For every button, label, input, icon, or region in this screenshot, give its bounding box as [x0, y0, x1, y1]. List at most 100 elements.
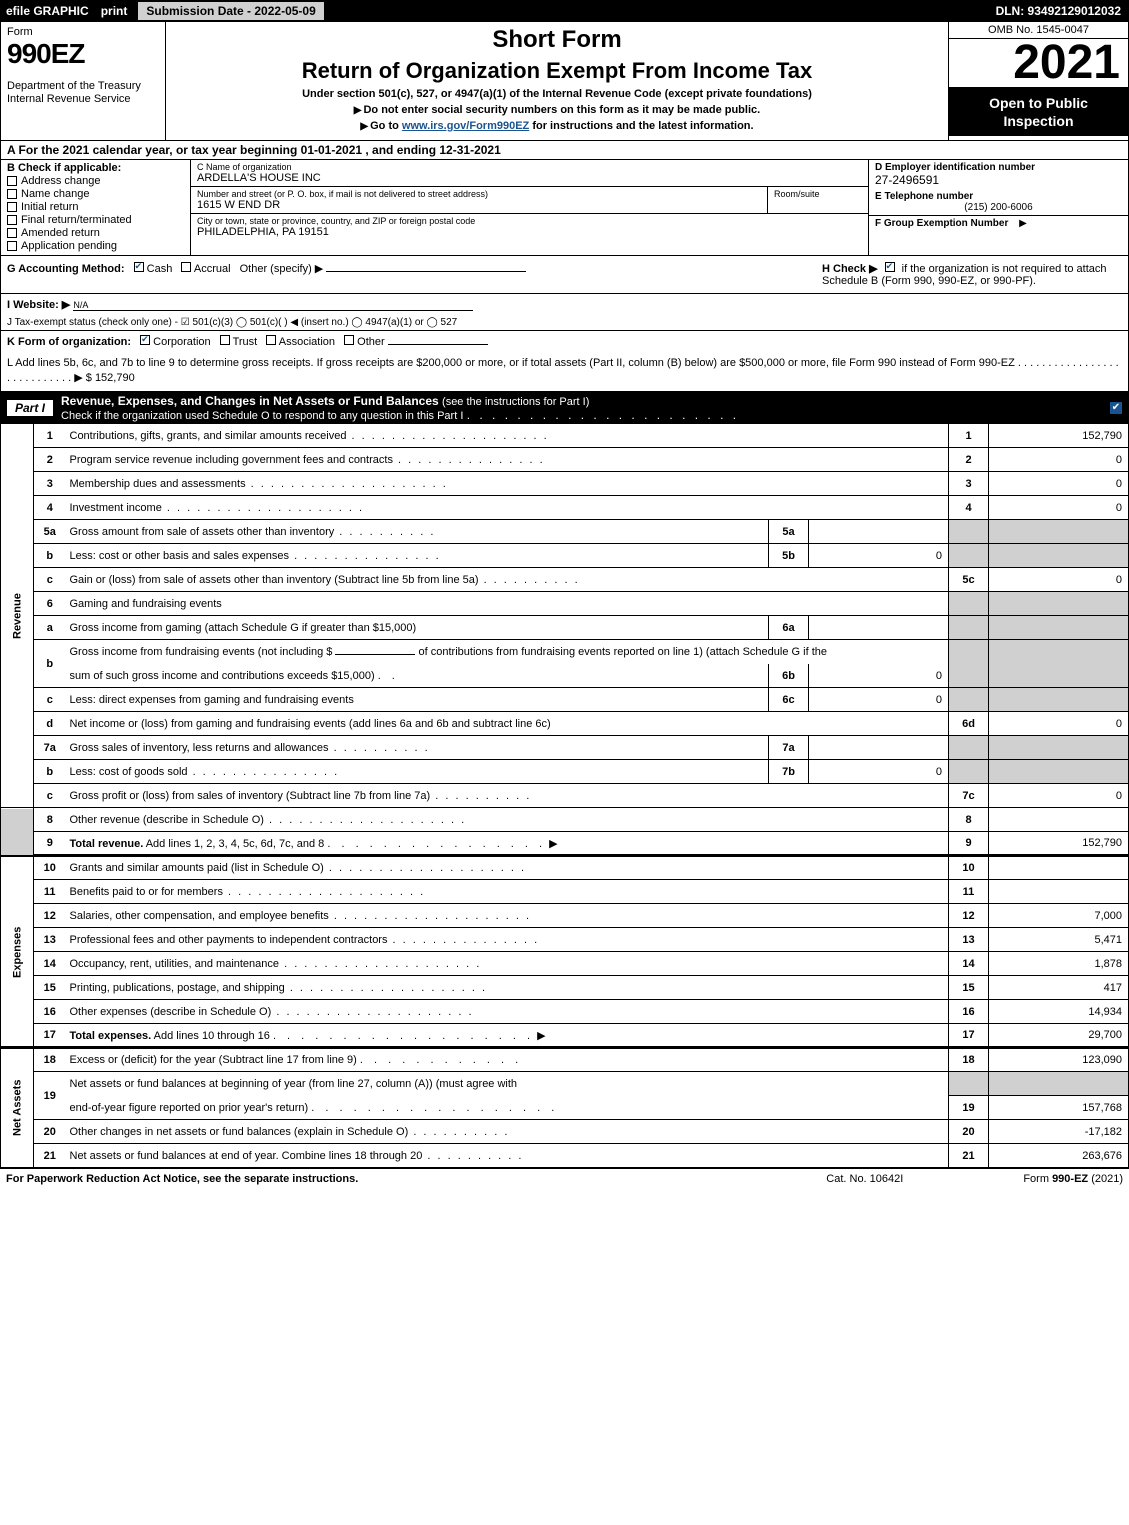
short-form-title: Short Form: [172, 26, 942, 54]
revenue-side-label: Revenue: [1, 424, 34, 808]
other-org-checkbox[interactable]: [344, 335, 354, 345]
schedule-o-checkbox[interactable]: [1110, 402, 1122, 414]
line-5b-grey: [949, 544, 989, 568]
city-value: PHILADELPHIA, PA 19151: [197, 226, 862, 238]
line-18-desc: Excess or (deficit) for the year (Subtra…: [70, 1054, 357, 1066]
line-14-rn: 14: [949, 952, 989, 976]
print-button[interactable]: print: [95, 4, 134, 18]
line-3-rn: 3: [949, 472, 989, 496]
line-6b-sv: 0: [809, 664, 949, 688]
line-5b-desc: Less: cost or other basis and sales expe…: [70, 550, 441, 562]
form-number: 990EZ: [7, 38, 159, 70]
line-6b-num: b: [34, 640, 66, 688]
part-1-note: (see the instructions for Part I): [442, 396, 589, 408]
line-3-desc: Membership dues and assessments: [70, 478, 448, 490]
cash-checkbox[interactable]: [134, 262, 144, 272]
line-2-rn: 2: [949, 448, 989, 472]
other-specify-label: Other (specify): [240, 263, 312, 275]
line-21-rn: 21: [949, 1144, 989, 1168]
line-13-desc: Professional fees and other payments to …: [70, 934, 540, 946]
line-5a-grey2: [989, 520, 1129, 544]
col-c-org-info: C Name of organization ARDELLA'S HOUSE I…: [191, 160, 868, 255]
line-7a-sn: 7a: [769, 736, 809, 760]
line-7b-sn: 7b: [769, 760, 809, 784]
h-checkbox[interactable]: [885, 262, 895, 272]
top-bar: efile GRAPHIC print Submission Date - 20…: [0, 0, 1129, 22]
line-11-rn: 11: [949, 880, 989, 904]
line-16-num: 16: [34, 1000, 66, 1024]
tel-value: (215) 200-6006: [875, 202, 1122, 213]
ein-value: 27-2496591: [875, 173, 1122, 187]
line-6b-grey2: [989, 640, 1129, 688]
return-title: Return of Organization Exempt From Incom…: [172, 58, 942, 84]
ein-label: D Employer identification number: [875, 162, 1122, 173]
other-specify-field[interactable]: [326, 271, 526, 272]
association-label: Association: [279, 336, 335, 348]
line-6b-d2b: sum of such gross income and contributio…: [70, 670, 375, 682]
group-exemption-label: F Group Exemption Number: [875, 218, 1008, 229]
corporation-checkbox[interactable]: [140, 335, 150, 345]
name-change-label: Name change: [21, 188, 90, 200]
line-8-num: 8: [34, 808, 66, 832]
goto-note: Go to www.irs.gov/Form990EZ for instruct…: [172, 120, 942, 132]
line-18-num: 18: [34, 1048, 66, 1072]
trust-checkbox[interactable]: [220, 335, 230, 345]
line-1-num: 1: [34, 424, 66, 448]
no-ssn-text: Do not enter social security numbers on …: [363, 104, 760, 116]
line-16-desc: Other expenses (describe in Schedule O): [70, 1006, 474, 1018]
line-6a-desc: Gross income from gaming (attach Schedul…: [66, 616, 769, 640]
line-10-desc: Grants and similar amounts paid (list in…: [70, 862, 527, 874]
row-l-text: L Add lines 5b, 6c, and 7b to line 9 to …: [7, 357, 1119, 384]
irs-link[interactable]: www.irs.gov/Form990EZ: [402, 120, 529, 132]
final-return-checkbox[interactable]: [7, 215, 17, 225]
association-checkbox[interactable]: [266, 335, 276, 345]
line-4-num: 4: [34, 496, 66, 520]
form-org-label: K Form of organization:: [7, 336, 131, 348]
line-6c-grey2: [989, 688, 1129, 712]
header-center: Short Form Return of Organization Exempt…: [166, 22, 948, 140]
other-org-field[interactable]: [388, 344, 488, 345]
page-footer: For Paperwork Reduction Act Notice, see …: [0, 1169, 1129, 1189]
row-l-gross-receipts: L Add lines 5b, 6c, and 7b to line 9 to …: [0, 352, 1129, 392]
trust-label: Trust: [233, 336, 258, 348]
dln-number: DLN: 93492129012032: [988, 4, 1129, 18]
accounting-method-label: G Accounting Method:: [7, 263, 125, 275]
line-9-num: 9: [34, 832, 66, 856]
accrual-checkbox[interactable]: [181, 262, 191, 272]
line-6b-d2a: of contributions from fundraising events…: [419, 646, 827, 658]
city-label: City or town, state or province, country…: [197, 216, 862, 226]
initial-return-label: Initial return: [21, 201, 78, 213]
line-21-num: 21: [34, 1144, 66, 1168]
line-20-desc: Other changes in net assets or fund bala…: [70, 1126, 510, 1138]
org-name-label: C Name of organization: [197, 162, 862, 172]
initial-return-checkbox[interactable]: [7, 202, 17, 212]
line-10-amt: [989, 856, 1129, 880]
line-3-num: 3: [34, 472, 66, 496]
part-1-sub: Check if the organization used Schedule …: [61, 410, 463, 422]
line-19-num: 19: [34, 1072, 66, 1120]
line-11-desc: Benefits paid to or for members: [70, 886, 426, 898]
address-change-checkbox[interactable]: [7, 176, 17, 186]
revenue-table: Revenue 1 Contributions, gifts, grants, …: [0, 424, 1129, 1169]
line-7a-num: 7a: [34, 736, 66, 760]
line-6a-num: a: [34, 616, 66, 640]
part-1-label: Part I: [7, 400, 53, 416]
paperwork-notice: For Paperwork Reduction Act Notice, see …: [6, 1173, 358, 1185]
line-18-rn: 18: [949, 1048, 989, 1072]
line-17-desc: Add lines 10 through 16: [154, 1030, 270, 1042]
name-change-checkbox[interactable]: [7, 189, 17, 199]
row-l-amount: 152,790: [95, 372, 135, 384]
street-label: Number and street (or P. O. box, if mail…: [197, 189, 761, 199]
line-13-rn: 13: [949, 928, 989, 952]
line-6a-grey2: [989, 616, 1129, 640]
efile-label: efile GRAPHIC: [0, 4, 95, 18]
accrual-label: Accrual: [194, 263, 231, 275]
amended-return-checkbox[interactable]: [7, 228, 17, 238]
line-6-desc: Gaming and fundraising events: [66, 592, 949, 616]
line-5a-sn: 5a: [769, 520, 809, 544]
line-20-num: 20: [34, 1120, 66, 1144]
part-1-header: Part I Revenue, Expenses, and Changes in…: [0, 392, 1129, 424]
part-1-title: Revenue, Expenses, and Changes in Net As…: [61, 394, 439, 408]
application-pending-checkbox[interactable]: [7, 241, 17, 251]
row-k-form-org: K Form of organization: Corporation Trus…: [0, 330, 1129, 352]
